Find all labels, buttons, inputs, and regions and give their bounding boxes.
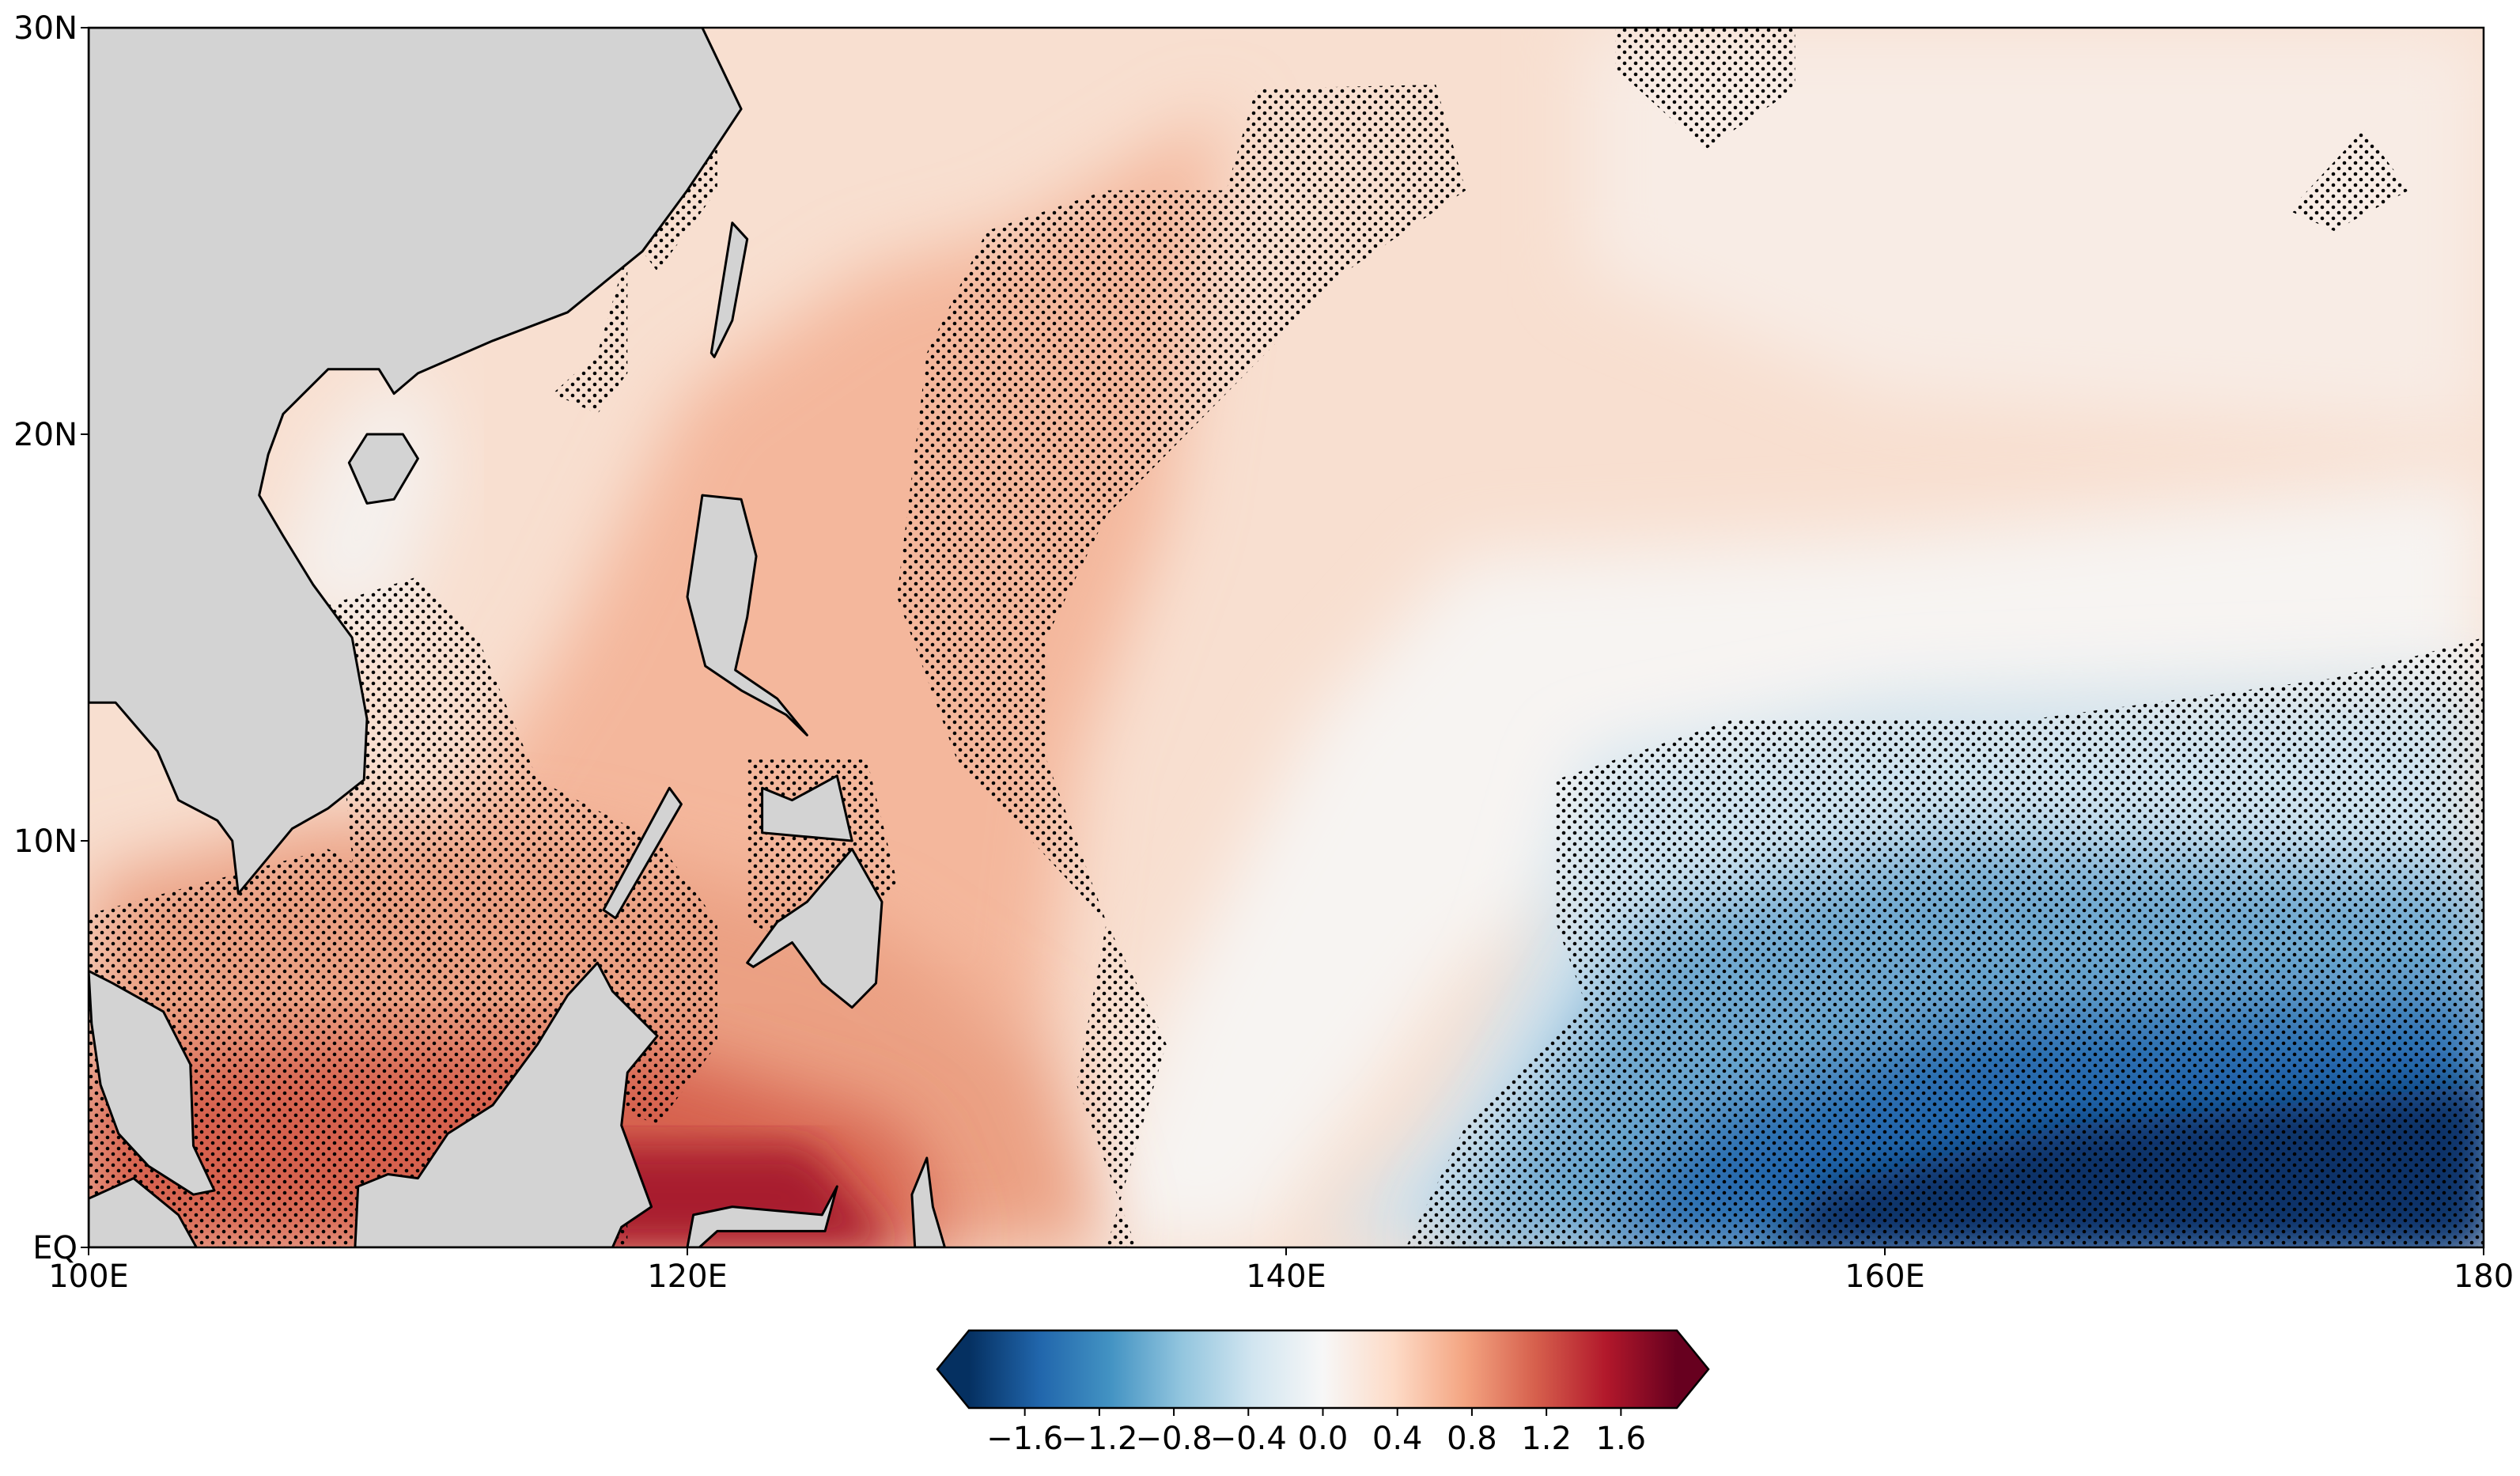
landmass <box>686 494 808 736</box>
y-tick-label: 20N <box>13 417 78 453</box>
colorbar: −1.6−1.2−0.8−0.4 0.0 0.4 0.8 1.2 1.6 <box>936 1329 1710 1457</box>
landmass <box>910 1156 946 1247</box>
colorbar-extend-low <box>937 1330 969 1408</box>
stipple-area <box>1406 638 2484 1247</box>
landmass <box>89 1177 198 1247</box>
y-tick-label: 30N <box>13 10 78 47</box>
colorbar-tick-label: 1.2 <box>1521 1421 1572 1457</box>
colorbar-body <box>969 1330 1677 1408</box>
x-tick-label: 140E <box>1246 1258 1326 1295</box>
y-tick-label: 10N <box>13 823 78 860</box>
landmass <box>89 970 216 1196</box>
colorbar-extend-high <box>1677 1330 1708 1408</box>
field-shade <box>1585 28 2484 434</box>
landmass <box>602 786 683 920</box>
stipple-area <box>552 251 628 414</box>
landmass <box>686 1185 838 1247</box>
x-tick-label: 180 <box>2454 1258 2514 1295</box>
x-tick-label: 160E <box>1845 1258 1925 1295</box>
stipple-area <box>1615 28 1795 150</box>
stipple-area <box>327 576 717 1126</box>
field-shade <box>268 353 448 638</box>
axes: 100E 120E 140E 160E 180 EQ 10N 20N 30N <box>13 10 2514 1295</box>
landmass <box>354 961 659 1247</box>
landmass <box>761 774 853 842</box>
field-shade <box>1076 475 2484 1247</box>
land <box>89 28 946 1247</box>
colorbar-tick-label: 0.8 <box>1447 1421 1497 1457</box>
colorbar-tick-label: 0.0 <box>1298 1421 1349 1457</box>
landmass <box>746 847 884 1009</box>
y-tick-label: EQ <box>32 1230 78 1266</box>
x-tick-label: 120E <box>647 1258 728 1295</box>
colorbar-tick-label: −0.8 <box>1136 1421 1213 1457</box>
colorbar-tick-label: 1.6 <box>1596 1421 1647 1457</box>
colorbar-outline <box>936 1329 1710 1410</box>
x-tick-label: 100E <box>48 1258 129 1295</box>
landmass <box>347 433 419 505</box>
stipple-area <box>2289 129 2409 231</box>
colorbar-tick-label: −1.6 <box>986 1421 1063 1457</box>
landmass <box>709 221 749 358</box>
landmass <box>89 28 743 895</box>
colorbar-tick-label: 0.4 <box>1372 1421 1423 1457</box>
colorbar-tick-label: −0.4 <box>1210 1421 1287 1457</box>
colorbar-tick-label: −1.2 <box>1061 1421 1137 1457</box>
